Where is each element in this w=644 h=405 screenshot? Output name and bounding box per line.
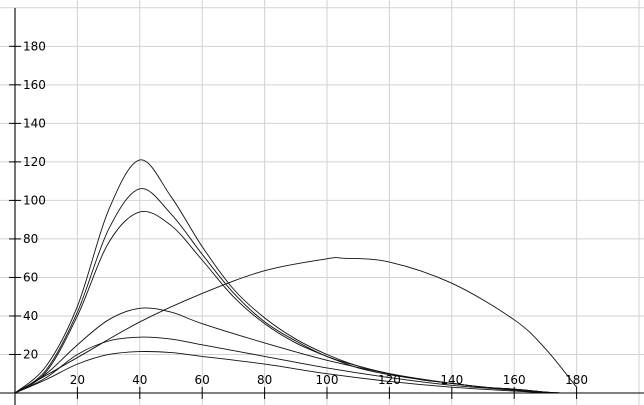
y-axis-ticks: 20 40 60 80 100 120 140 160 180 <box>9 39 46 361</box>
x-tick-label: 160 <box>503 373 526 387</box>
x-tick-label: 60 <box>195 373 210 387</box>
x-axis-ticks: 20 40 60 80 100 120 140 160 180 <box>70 373 588 399</box>
x-tick-label: 120 <box>378 373 401 387</box>
x-tick-label: 80 <box>257 373 272 387</box>
series-lines <box>14 159 577 394</box>
axes <box>0 8 644 405</box>
x-tick-label: 100 <box>316 373 339 387</box>
y-tick-label: 20 <box>23 347 38 361</box>
y-tick-label: 180 <box>23 39 46 53</box>
y-tick-label: 120 <box>23 155 46 169</box>
x-tick-label: 180 <box>565 373 588 387</box>
y-tick-label: 160 <box>23 78 46 92</box>
x-tick-label: 140 <box>440 373 463 387</box>
y-tick-label: 40 <box>23 309 38 323</box>
x-tick-label: 20 <box>70 373 85 387</box>
series-line-1 <box>14 159 562 394</box>
series-line-5 <box>14 336 552 394</box>
x-tick-label: 40 <box>132 373 147 387</box>
y-tick-label: 140 <box>23 116 46 130</box>
y-tick-label: 100 <box>23 193 46 207</box>
series-line-2 <box>14 188 562 394</box>
y-tick-label: 80 <box>23 232 38 246</box>
series-line-7 <box>14 257 577 394</box>
series-line-4 <box>14 307 552 394</box>
y-tick-label: 60 <box>23 270 38 284</box>
